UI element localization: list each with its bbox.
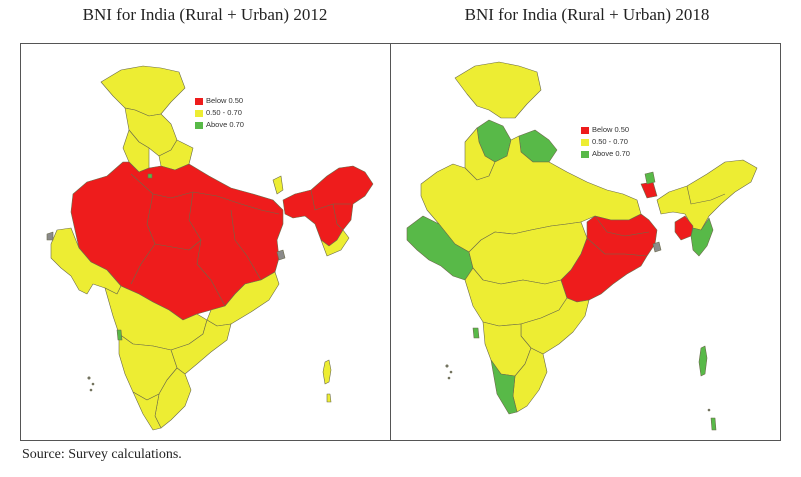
map-panel-2018 [390, 43, 781, 441]
legend-row-below: Below 0.50 [195, 95, 244, 107]
region-goa [116, 329, 123, 341]
region-andaman-islands [698, 345, 708, 377]
region-jammu-kashmir [454, 61, 542, 119]
legend-label: Above 0.70 [592, 149, 630, 158]
legend-label: Below 0.50 [206, 96, 244, 105]
region-grey-east [276, 249, 286, 261]
region-west-bengal-north [644, 171, 656, 185]
legend-row-above: Above 0.70 [195, 119, 244, 131]
legend-2012: Below 0.50 0.50 - 0.70 Above 0.70 [195, 95, 244, 131]
region-jammu-kashmir [100, 65, 186, 117]
india-map-2018 [406, 61, 758, 431]
region-gujarat [50, 227, 122, 295]
island-dot [449, 370, 453, 374]
legend-swatch-yellow [195, 109, 203, 117]
region-grey-east [652, 241, 662, 253]
legend-label: Above 0.70 [206, 120, 244, 129]
legend-2018: Below 0.50 0.50 - 0.70 Above 0.70 [581, 124, 630, 160]
region-goa [472, 327, 480, 339]
legend-swatch-green [581, 150, 589, 158]
island-dot [447, 376, 451, 380]
legend-row-above: Above 0.70 [581, 148, 630, 160]
legend-label: Below 0.50 [592, 125, 630, 134]
island-dot [89, 388, 93, 392]
region-tripura-mizoram [320, 229, 350, 257]
region-northeast-block [282, 165, 374, 247]
region-chandigarh [147, 173, 153, 179]
region-lakshadweep [87, 376, 91, 380]
region-kerala [490, 359, 518, 415]
legend-row-below: Below 0.50 [581, 124, 630, 136]
legend-swatch-yellow [581, 138, 589, 146]
legend-swatch-green [195, 121, 203, 129]
legend-swatch-red [195, 97, 203, 105]
island-dot [707, 408, 711, 412]
map-panel-2012 [20, 43, 391, 441]
legend-label: 0.50 - 0.70 [206, 108, 242, 117]
india-map-2012 [46, 65, 374, 431]
legend-row-mid: 0.50 - 0.70 [195, 107, 244, 119]
legend-label: 0.50 - 0.70 [592, 137, 628, 146]
region-grey-west [46, 231, 54, 241]
map-title-2012: BNI for India (Rural + Urban) 2012 [82, 5, 328, 24]
source-note: Source: Survey calculations. [22, 447, 182, 462]
region-sikkim [272, 175, 284, 195]
island-dot [91, 382, 95, 386]
region-andaman-islands [322, 359, 332, 385]
region-kerala [132, 391, 162, 431]
region-nicobar-islands [326, 393, 332, 403]
map-title-2018: BNI for India (Rural + Urban) 2018 [464, 5, 710, 24]
region-nicobar-islands [710, 417, 717, 431]
legend-row-mid: 0.50 - 0.70 [581, 136, 630, 148]
region-sikkim [640, 181, 658, 199]
region-east-block [560, 213, 658, 303]
region-lakshadweep [445, 364, 449, 368]
legend-swatch-red [581, 126, 589, 134]
region-northeast-block [656, 159, 758, 231]
region-mizoram-manipur [690, 217, 714, 257]
